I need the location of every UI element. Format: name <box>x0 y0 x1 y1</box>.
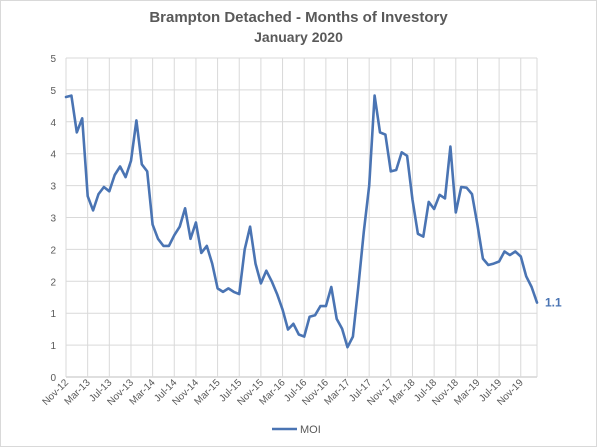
y-tick-label: 3 <box>50 182 56 193</box>
legend-label-moi: MOI <box>300 424 321 436</box>
series-layer <box>64 94 539 349</box>
end-value-label: 1.1 <box>545 296 562 310</box>
x-axis-ticks: Nov-12Mar-13Jul-13Nov-13Mar-14Jul-14Nov-… <box>41 377 527 408</box>
y-tick-label: 5 <box>50 86 56 97</box>
grid-lines <box>65 57 538 378</box>
y-tick-label: 1 <box>50 309 56 320</box>
chart-subtitle: January 2020 <box>254 29 343 45</box>
series-line-moi <box>64 94 539 349</box>
y-tick-label: 4 <box>50 150 56 161</box>
y-axis-ticks: 0 1 1 2 2 3 3 4 4 5 5 <box>50 54 56 384</box>
legend: MOI <box>272 424 321 436</box>
y-tick-label: 2 <box>50 277 56 288</box>
y-tick-label: 3 <box>50 214 56 225</box>
y-tick-label: 1 <box>50 341 56 352</box>
chart-title: Brampton Detached - Months of Investory <box>149 9 448 26</box>
y-tick-label: 5 <box>50 54 56 65</box>
y-tick-label: 0 <box>50 373 56 384</box>
y-tick-label: 4 <box>50 118 56 129</box>
y-tick-label: 2 <box>50 245 56 256</box>
